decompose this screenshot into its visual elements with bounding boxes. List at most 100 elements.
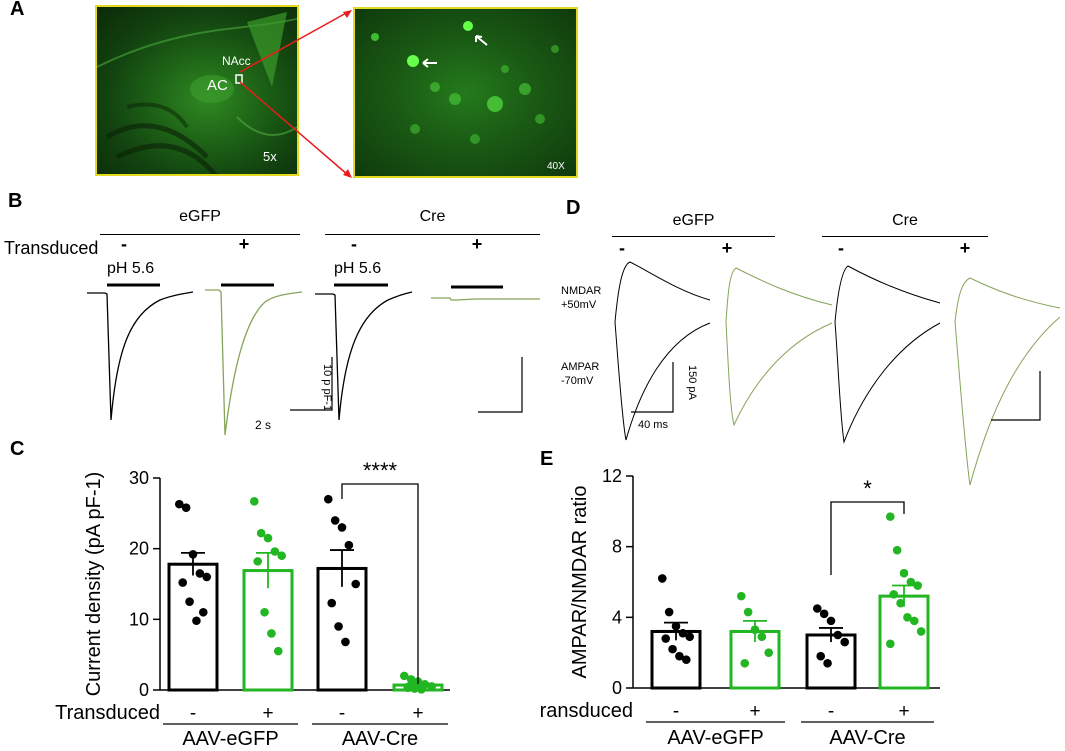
chart-c-y-tick-label: 0 [139,680,149,700]
chart-e-data-point [657,574,667,583]
label-ac: AC [207,77,228,94]
b-scale-x-label: 2 s [255,418,272,432]
d-group-cre: Cre [892,212,918,229]
chart-e-category-label: - [828,701,834,722]
chart-c-y-label: Current density (pA pF-1) [83,472,105,697]
chart-c-data-point [192,616,201,626]
chart-e-significance-label: * [863,476,872,501]
panel-label-c: C [10,438,25,460]
chart-e-data-point [823,658,832,668]
label-nacc: NAcc [222,54,251,68]
chart-e-category-label: + [898,701,909,722]
chart-c-significance-label: **** [363,458,398,483]
micrograph-5x: NAcc AC 5x [95,5,299,176]
chart-c-bar [242,569,294,692]
chart-c-data-point [399,671,409,681]
chart-e-data-point [833,630,843,640]
chart-e-data-point [906,577,916,587]
chart-c-data-point [202,572,212,582]
chart-c-category-label: - [190,703,196,724]
chart-e-data-point [671,621,681,631]
chart-c-data-point [334,622,343,631]
chart-e-significance-bracket [830,501,905,575]
chart-e-group-label: AAV-eGFP [667,727,763,749]
d-scalebar-2 [991,371,1041,421]
chart-c-y-tick-label: 10 [129,609,149,629]
chart-c-data-point [330,516,340,525]
chart-c-data-point [327,598,337,608]
chart-c-data-point [256,528,266,538]
chart-e-data-point [889,590,899,599]
b-trace-egfp-plus [205,289,303,436]
b-group-cre: Cre [419,208,446,225]
zoom-arrows [239,10,352,178]
b-sign-1: - [121,234,127,254]
chart-e-y-tick-label: 8 [612,537,622,557]
chart-e-y-label: AMPAR/NMDAR ratio [569,486,591,679]
chart-c-data-point [263,533,273,543]
d-trace-cre-plus-nmdar [954,277,1061,323]
b-ph-label-1: pH 5.6 [107,260,155,277]
chart-e-data-point [675,651,684,661]
chart-e-y-tick-label: 4 [612,607,622,627]
chart-c-row-label: Transduced [55,702,160,724]
chart-e-data-point [819,609,829,619]
chart-c-data-point [260,607,269,617]
b-scalebar-2 [478,357,523,413]
chart-c-category-label: + [412,703,423,724]
chart-e-data-point [661,634,671,643]
chart-c-data-point [198,607,208,617]
d-trace-egfp-plus-ampar [725,321,833,427]
label-40x: 40X [547,161,565,172]
chart-c-bar [167,562,219,692]
chart-c: 0 10 20 30 Current density (pA pF-1) - + - + Tran… [55,458,450,750]
chart-c-data-point [249,497,259,506]
chart-e-data-point [913,581,923,590]
chart-c-data-point [174,499,184,509]
chart-c-data-point [273,646,283,656]
b-scalebar [290,357,333,411]
d-trace-cre-minus-ampar [834,321,941,444]
chart-c-data-point [351,579,361,589]
chart-c-category-label: + [262,703,273,724]
chart-e-category-label: + [749,701,760,722]
b-traces [87,283,540,436]
micrograph-40x: 40X [353,7,578,178]
chart-e-data-point [664,607,674,617]
b-trace-cre-minus [315,291,413,421]
b-sign-2: + [238,234,250,254]
chart-e-data-point [668,644,677,654]
panel-label-e: E [540,448,554,470]
b-scale-y-label: 10 p pF-1 [321,364,333,412]
d-ampar-label: AMPAR -70mV [561,361,600,387]
chart-e-data-point [816,651,826,661]
chart-e-data-point [885,639,895,649]
chart-e-data-point [736,591,746,601]
chart-c-data-point [344,540,354,550]
chart-c-data-point [188,550,198,559]
chart-e: 0 4 8 12 AMPAR/NMDAR ratio - + - + Transduced AAV-… [540,466,940,749]
chart-c-data-point [178,578,188,587]
d-sign-2: + [721,238,733,258]
d-trace-egfp-plus-nmdar [725,267,833,323]
chart-e-data-point [899,568,909,578]
b-trace-cre-plus [431,297,540,301]
chart-c-data-point [403,683,413,693]
chart-e-data-point [826,616,836,626]
chart-c-data-point [427,682,437,691]
d-nmdar-label: NMDAR +50mV [561,285,602,311]
b-transduced-label: Transduced [4,238,99,258]
chart-e-y-tick-label: 12 [602,466,622,486]
d-trace-egfp-minus-ampar [614,321,711,441]
b-egfp-underline [100,234,300,235]
chart-e-data-point [740,658,750,668]
chart-c-group-label: AAV-Cre [342,728,418,750]
chart-e-data-point [685,632,695,642]
b-cre-underline [325,234,540,235]
chart-e-data-point [916,627,926,636]
d-scale-x-label: 40 ms [638,419,668,431]
chart-c-data-point [181,503,191,512]
micrograph-40x-cells [371,21,559,144]
chart-e-data-point [812,604,822,613]
chart-e-data-point [896,598,905,608]
